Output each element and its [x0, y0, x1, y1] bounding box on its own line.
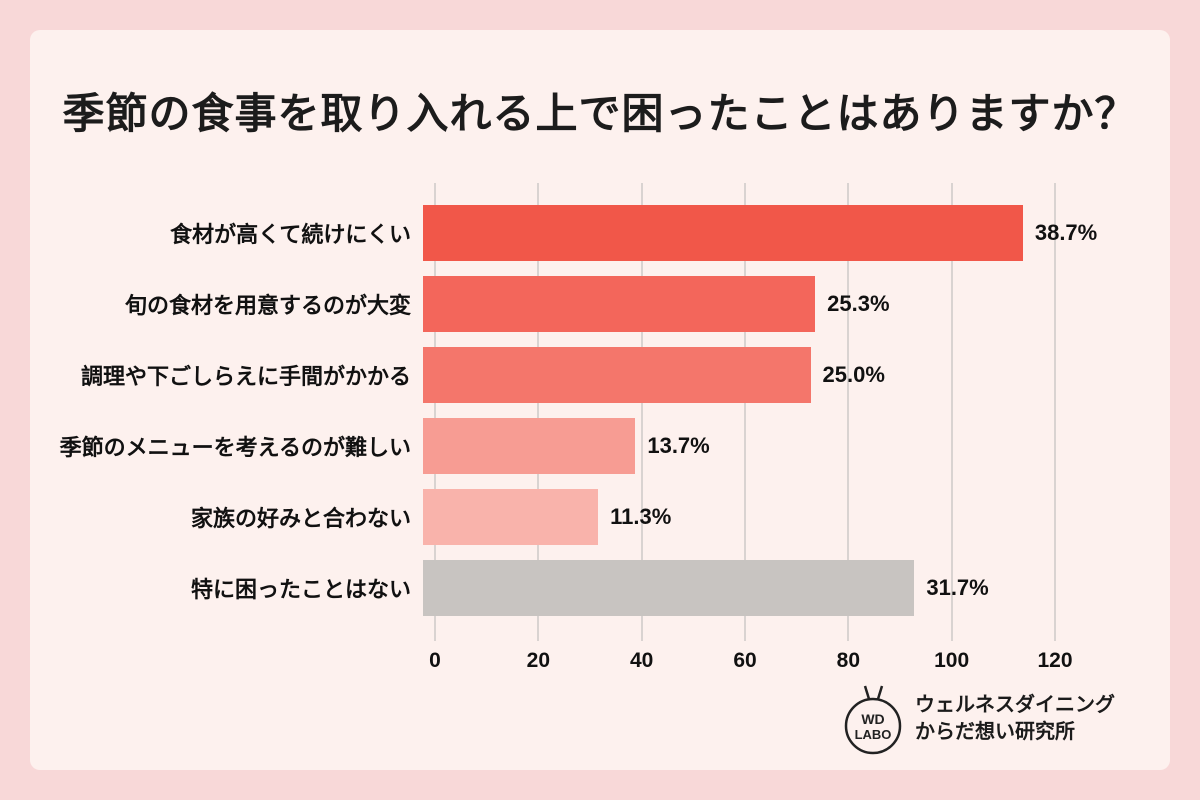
gridline: [744, 183, 746, 641]
org-name: ウェルネスダイニング からだ想い研究所: [915, 692, 1115, 746]
x-tick-label: 40: [629, 649, 654, 672]
value-label: 38.7%: [1034, 219, 1098, 245]
category-label: 特に困ったことはない: [190, 576, 411, 602]
wd-labo-logo-icon: WD LABO: [844, 685, 902, 755]
chart-row: 特に困ったことはない 31.7%: [55, 552, 1055, 623]
x-tick-label: 120: [1037, 649, 1073, 672]
page-title: 季節の食事を取り入れる上で困ったことはありますか？: [62, 90, 1138, 137]
bar: [423, 417, 636, 474]
gridline: [640, 183, 643, 641]
bar: [423, 346, 811, 403]
gridline: [847, 183, 850, 641]
gridline: [434, 183, 436, 641]
chart-row: 調理や下ごしらえに手間がかかる 25.0%: [55, 339, 1055, 410]
bar-track: 25.0%: [423, 346, 1043, 403]
value-label: 31.7%: [926, 574, 989, 600]
bar-track: 38.7%: [423, 204, 1097, 261]
gridline: [537, 183, 540, 641]
plot-rows: 食材が高くて続けにくい 38.7% 旬の食材を用意するのが大変 25.3% 調理や下ごし…: [55, 183, 1097, 641]
value-label: 13.7%: [647, 432, 710, 458]
x-tick-label: 0: [429, 649, 441, 672]
bar-track: 13.7%: [423, 417, 1043, 474]
category-label: 食材が高くて続けにくい: [170, 221, 411, 247]
x-axis: 0 20 40 60 80 100 120: [429, 641, 1072, 677]
category-label: 季節のメニューを考えるのが難しい: [59, 434, 411, 460]
value-label: 25.0%: [822, 361, 885, 387]
x-tick-label: 100: [934, 649, 970, 672]
logo-text-wd: WD: [861, 711, 884, 727]
gridline: [1054, 183, 1056, 641]
bar-track: 25.3%: [423, 275, 1043, 332]
bar: [423, 559, 915, 616]
org-name-line2: からだ想い研究所: [915, 721, 1075, 743]
bar-chart: 食材が高くて続けにくい 38.7% 旬の食材を用意するのが大変 25.3% 調理や下ごし…: [55, 183, 1097, 677]
value-label: 25.3%: [827, 290, 890, 316]
bar: [423, 488, 599, 545]
bar-track: 31.7%: [423, 559, 1043, 616]
category-label: 家族の好みと合わない: [190, 505, 411, 531]
value-label: 11.3%: [610, 503, 672, 529]
chart-row: 食材が高くて続けにくい 38.7%: [55, 197, 1097, 268]
bar: [423, 275, 816, 332]
panel: 季節の食事を取り入れる上で困ったことはありますか？ 食材が高くて続けにくい 38.…: [30, 30, 1170, 770]
x-tick-label: 60: [733, 649, 757, 672]
footer-logo: WD LABO ウェルネスダイニング からだ想い研究所: [841, 682, 1115, 756]
x-tick-label: 20: [526, 649, 551, 672]
org-name-line1: ウェルネスダイニング: [915, 694, 1115, 716]
category-label: 旬の食材を用意するのが大変: [124, 292, 411, 318]
chart-row: 季節のメニューを考えるのが難しい 13.7%: [55, 410, 1055, 481]
bar: [423, 204, 1023, 261]
gridlines: [434, 183, 1056, 641]
chart-row: 旬の食材を用意するのが大変 25.3%: [55, 268, 1055, 339]
gridline: [950, 183, 953, 641]
logo-text-labo: LABO: [855, 727, 892, 742]
chart-row: 家族の好みと合わない 11.3%: [55, 481, 1055, 552]
x-tick-label: 80: [836, 649, 861, 672]
bar-track: 11.3%: [423, 488, 1043, 545]
category-label: 調理や下ごしらえに手間がかかる: [80, 363, 411, 389]
